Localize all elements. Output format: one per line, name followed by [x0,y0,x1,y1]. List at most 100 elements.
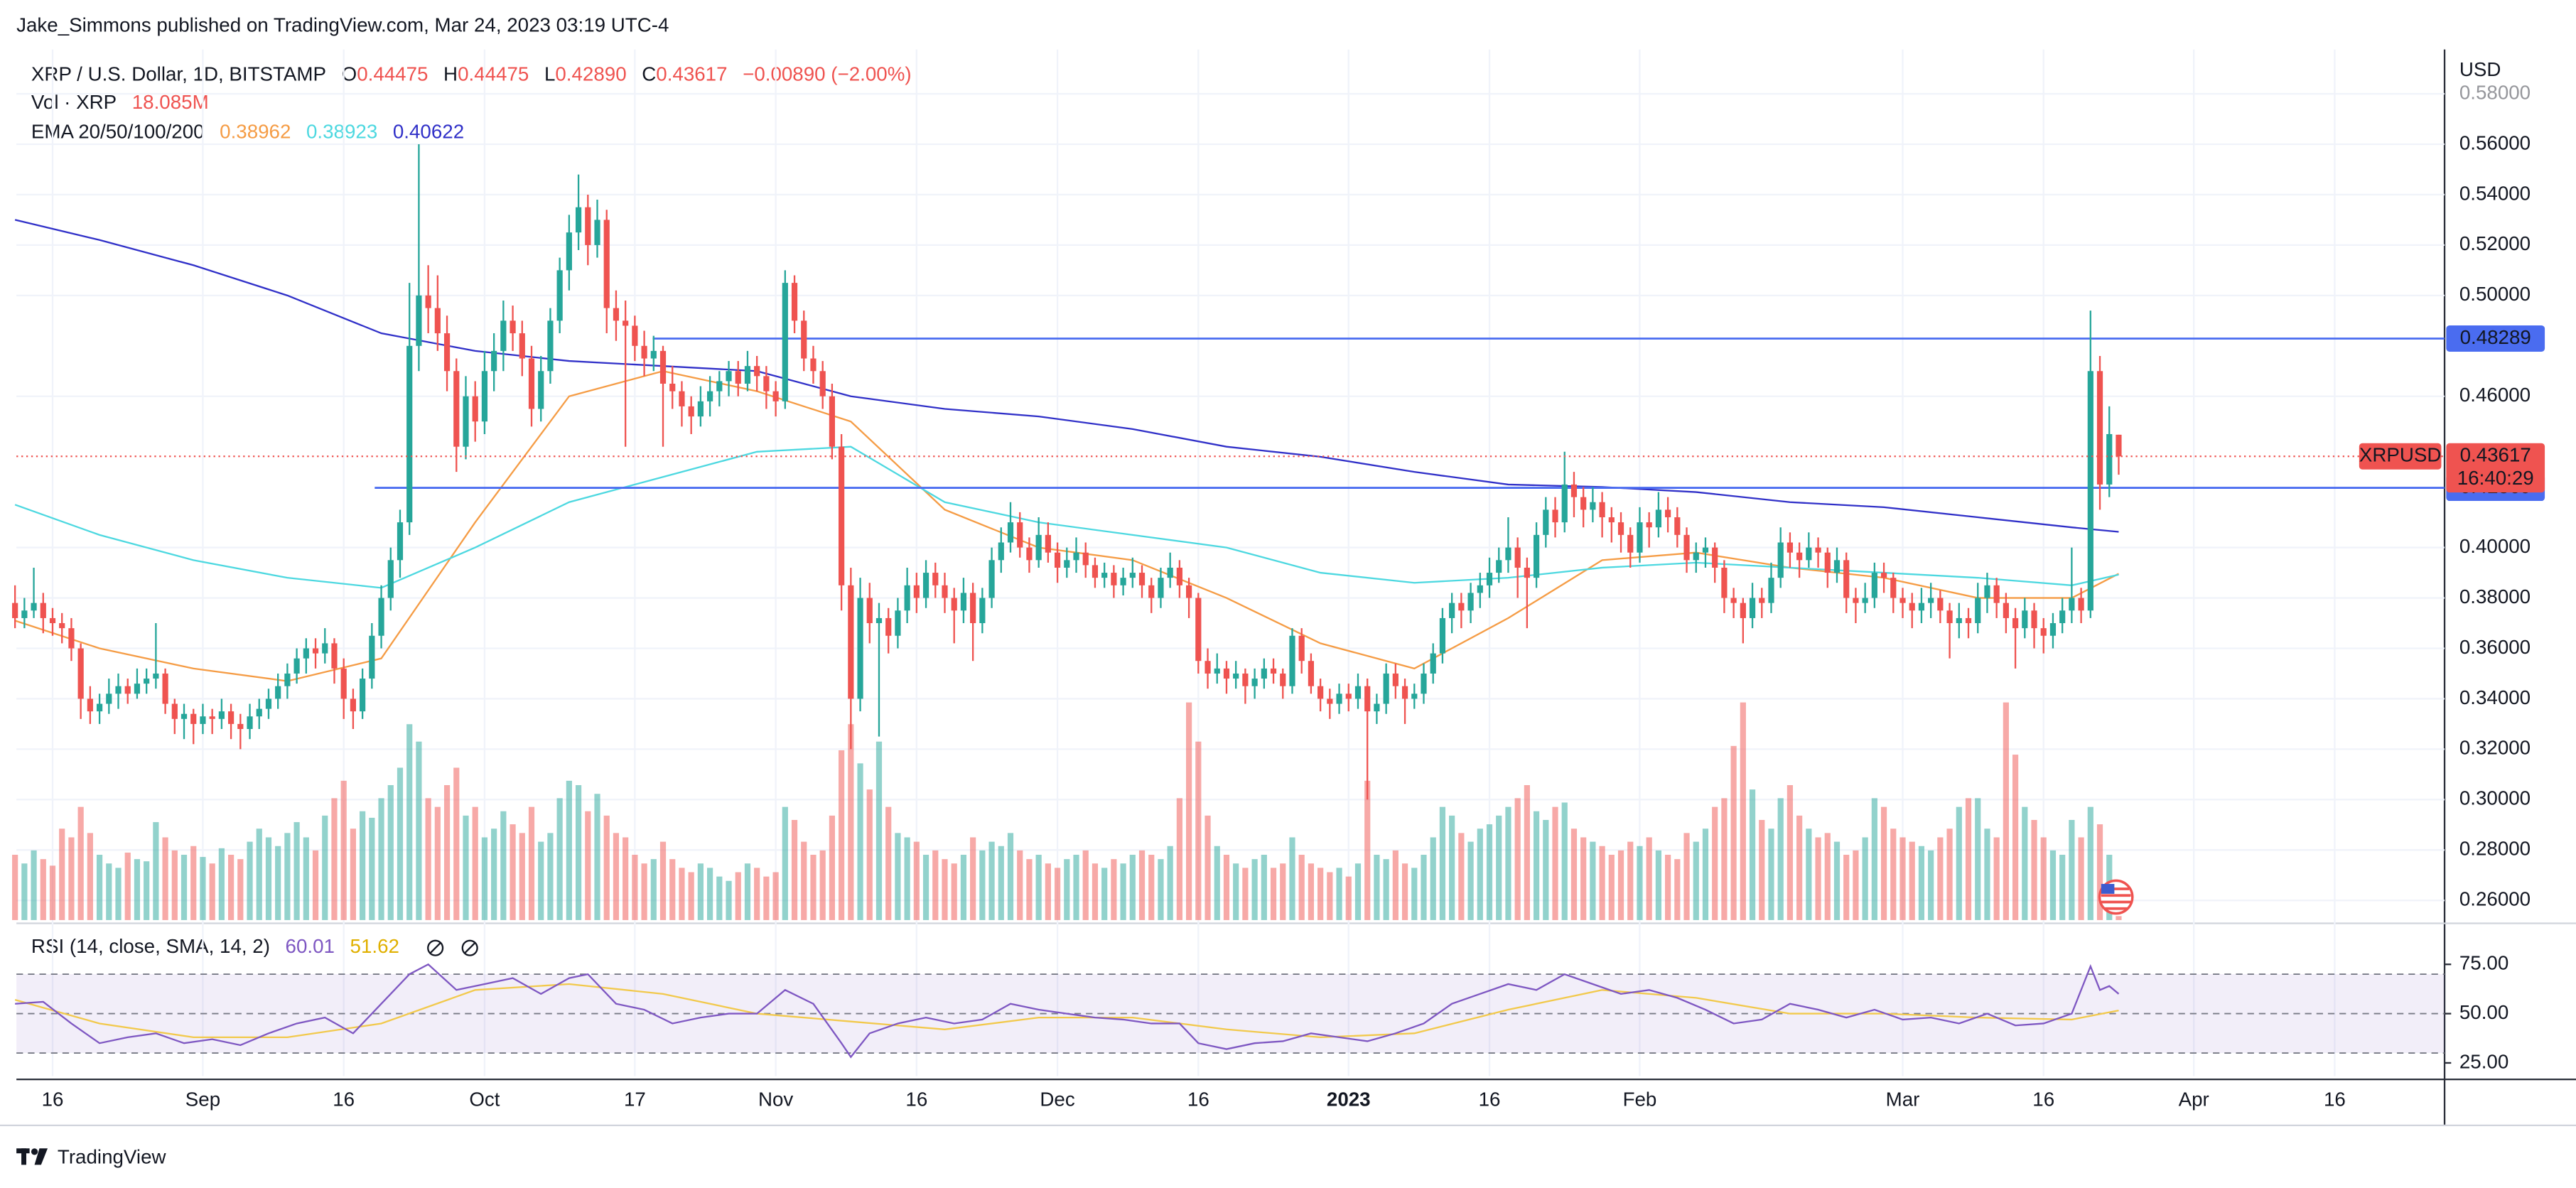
candle-body [885,617,892,636]
volume-bar [979,850,986,920]
volume-bar [1533,811,1540,920]
candle-body [303,648,309,659]
candle-body [679,391,685,406]
volume-bar [669,859,676,920]
candle-body [331,643,338,669]
candle-body [782,283,788,401]
volume-bar [1251,859,1258,920]
candle-body [1740,603,1746,618]
volume-bar [1740,702,1746,920]
volume-bar [1833,841,1841,920]
candle-body [340,668,347,699]
rsi-tick-label: 25.00 [2459,1050,2508,1072]
volume-bar [613,833,620,920]
volume-bar [829,815,836,920]
candle-body [1035,534,1042,561]
volume-bar [839,750,845,920]
candle-body [998,542,1004,561]
volume-bar [913,841,920,920]
x-tick-label: Apr [2179,1089,2209,1111]
volume-bar [106,863,112,920]
y-tick-label: 0.38000 [2459,585,2531,608]
rsi-title: RSI (14, close, SMA, 14, 2) [31,936,270,958]
candle-body [1608,517,1615,523]
volume-bar [218,848,225,920]
volume-bar [453,767,460,920]
volume-bar [2022,806,2028,920]
volume-bar [472,806,478,920]
x-tick-label: Dec [1040,1089,1074,1111]
candle-body [2106,433,2113,485]
volume-bar [350,828,357,920]
x-tick-label: Oct [469,1089,500,1111]
y-tick-label: 0.58000 [2459,81,2531,103]
volume-bar [1862,837,1868,920]
volume-bar [922,855,929,920]
candle-body [942,585,948,598]
ema-line [14,446,2119,589]
volume-bar [1880,806,1887,920]
volume-bar [1496,815,1502,920]
volume-bar [500,811,507,920]
candle-body [1120,578,1126,585]
volume-bar [322,815,328,920]
candle-body [1768,578,1774,603]
volume-bar [463,815,469,920]
volume-bar [960,855,967,920]
candle-body [406,345,413,523]
volume-bar [1674,859,1681,920]
volume-bar [782,806,788,920]
candle-body [144,679,150,684]
volume-bar [1186,702,1192,920]
volume-bar [237,859,244,920]
volume-bar [1138,850,1146,920]
candle-body [1336,693,1342,704]
candle-body [716,381,723,392]
hidden-icons [427,939,478,956]
candle-body [1383,673,1389,704]
candle-body [866,598,873,624]
candle-body [350,698,357,712]
volume-bar [1514,798,1521,920]
candle-body [1862,598,1868,603]
volume-bar [763,876,770,920]
candle-body [1777,542,1784,578]
candle-body [228,711,235,724]
volume-bar [1064,859,1070,920]
candle-body [1054,552,1061,568]
candle-body [1374,703,1380,712]
logo-part [34,1148,48,1165]
volume-bar [1759,819,1765,920]
volume-bar [1815,837,1821,920]
ema-legend: EMA 20/50/100/200 0.38962 0.38923 0.4062… [31,121,464,143]
volume-bar [171,850,178,920]
candle-body [1439,617,1446,654]
icon [463,941,477,955]
candle-body [988,560,995,598]
volume-bar [1655,850,1661,920]
volume-bar [1167,846,1173,920]
volume-bar [1467,841,1474,920]
candle-body [1899,598,1906,603]
candle-body [463,396,469,447]
volume-bar [1035,855,1042,920]
candle-body [180,713,188,719]
volume-bar [632,855,638,920]
candle-body [1214,668,1220,674]
candle-body [556,270,563,321]
volume-bar [688,872,694,920]
volume-bar [1223,855,1230,920]
volume-bar [697,863,704,920]
y-tick-label: 0.52000 [2459,232,2531,254]
candle-body [162,673,168,704]
volume-bar [754,868,760,920]
candle-body [1186,585,1192,598]
x-tick-label: Sep [185,1089,220,1111]
candle-body [2031,610,2037,629]
volume-bar [1374,855,1380,920]
volume-bar [1233,863,1239,920]
candle-body [453,371,460,447]
candle-body [1195,598,1202,662]
volume-bar [1890,828,1897,920]
volume-bar [1205,815,1211,920]
